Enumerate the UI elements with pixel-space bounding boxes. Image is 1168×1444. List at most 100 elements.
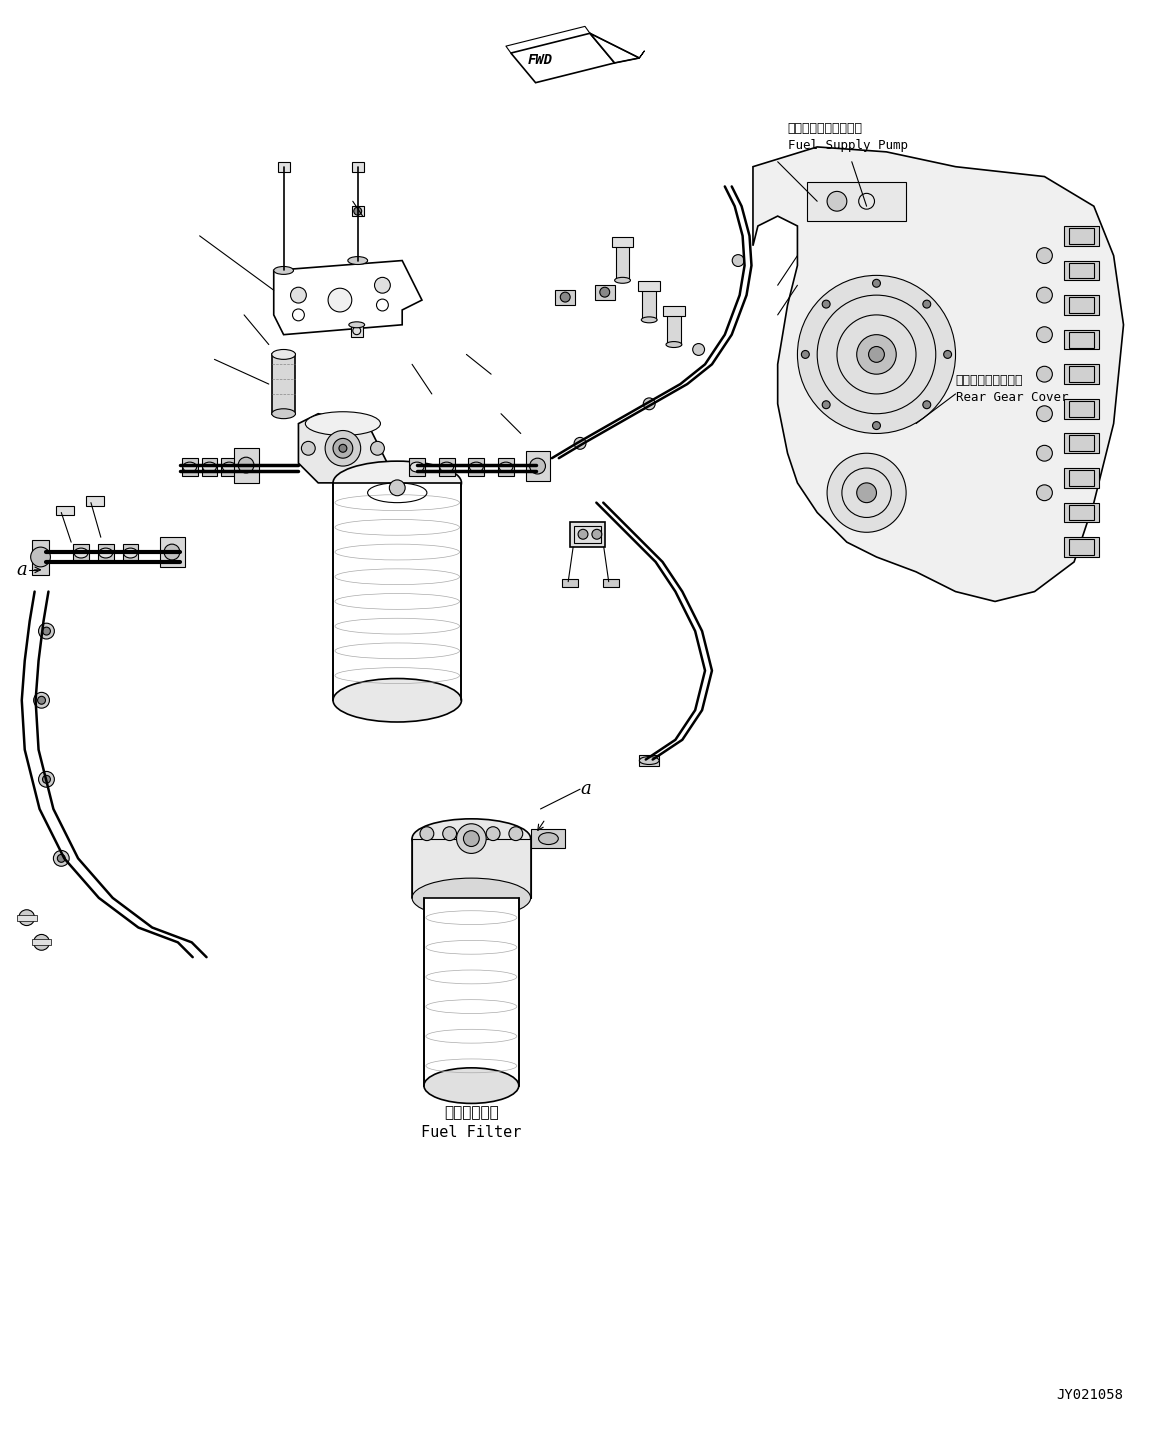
Bar bbox=[439, 458, 454, 477]
Ellipse shape bbox=[222, 462, 236, 472]
Polygon shape bbox=[299, 414, 388, 482]
Circle shape bbox=[561, 292, 570, 302]
Bar bbox=[807, 182, 906, 221]
Circle shape bbox=[801, 351, 809, 358]
Ellipse shape bbox=[183, 462, 196, 472]
Bar bbox=[1069, 332, 1094, 348]
Bar bbox=[202, 458, 217, 477]
Circle shape bbox=[592, 530, 602, 539]
Bar bbox=[1064, 399, 1099, 419]
Circle shape bbox=[923, 401, 931, 409]
Bar bbox=[562, 579, 578, 586]
Text: a: a bbox=[580, 780, 591, 799]
Bar bbox=[1069, 504, 1094, 520]
Bar bbox=[1064, 225, 1099, 245]
Bar bbox=[603, 579, 619, 586]
Circle shape bbox=[39, 624, 55, 640]
Circle shape bbox=[354, 206, 362, 215]
Bar bbox=[595, 286, 614, 300]
Ellipse shape bbox=[74, 549, 88, 557]
Bar bbox=[616, 241, 630, 280]
Text: フェルサプライポンプ: フェルサプライポンプ bbox=[787, 123, 862, 136]
Circle shape bbox=[57, 855, 65, 862]
Bar bbox=[530, 829, 565, 849]
Circle shape bbox=[54, 851, 69, 866]
Bar bbox=[123, 544, 138, 562]
Circle shape bbox=[944, 351, 952, 358]
Ellipse shape bbox=[499, 462, 513, 472]
Bar bbox=[1064, 295, 1099, 315]
Polygon shape bbox=[590, 33, 639, 64]
Bar bbox=[570, 523, 605, 547]
Ellipse shape bbox=[538, 833, 558, 845]
Ellipse shape bbox=[349, 322, 364, 328]
Bar bbox=[1064, 468, 1099, 488]
Bar bbox=[98, 544, 113, 562]
Circle shape bbox=[509, 827, 523, 840]
Ellipse shape bbox=[639, 757, 659, 764]
Circle shape bbox=[464, 830, 479, 846]
Circle shape bbox=[1036, 367, 1052, 383]
Circle shape bbox=[370, 442, 384, 455]
Bar bbox=[575, 527, 600, 543]
Circle shape bbox=[600, 287, 610, 297]
Ellipse shape bbox=[333, 679, 461, 722]
Bar bbox=[642, 286, 656, 319]
Bar bbox=[612, 237, 633, 247]
Bar bbox=[272, 354, 296, 414]
Circle shape bbox=[1036, 326, 1052, 342]
Circle shape bbox=[457, 823, 486, 853]
Ellipse shape bbox=[410, 462, 424, 472]
Circle shape bbox=[872, 422, 881, 429]
Text: 燃料フィルタ: 燃料フィルタ bbox=[444, 1106, 499, 1121]
Circle shape bbox=[333, 439, 353, 458]
Circle shape bbox=[486, 827, 500, 840]
Circle shape bbox=[923, 300, 931, 308]
Bar bbox=[350, 325, 362, 336]
Circle shape bbox=[644, 399, 655, 410]
Ellipse shape bbox=[470, 462, 484, 472]
Circle shape bbox=[238, 458, 253, 474]
Circle shape bbox=[37, 696, 46, 705]
Ellipse shape bbox=[305, 412, 381, 436]
Circle shape bbox=[693, 344, 704, 355]
Bar bbox=[74, 544, 89, 562]
Ellipse shape bbox=[202, 462, 216, 472]
Circle shape bbox=[856, 482, 876, 503]
Circle shape bbox=[1036, 248, 1052, 263]
Circle shape bbox=[30, 547, 50, 567]
Polygon shape bbox=[412, 839, 530, 898]
Bar bbox=[1069, 436, 1094, 452]
Ellipse shape bbox=[424, 1069, 519, 1103]
Bar bbox=[1064, 364, 1099, 384]
Circle shape bbox=[325, 430, 361, 466]
Circle shape bbox=[375, 277, 390, 293]
Circle shape bbox=[575, 438, 586, 449]
Text: FWD: FWD bbox=[528, 53, 554, 66]
Ellipse shape bbox=[412, 878, 530, 917]
Ellipse shape bbox=[439, 462, 453, 472]
Ellipse shape bbox=[124, 549, 138, 557]
Bar bbox=[409, 458, 425, 477]
Circle shape bbox=[328, 289, 352, 312]
Circle shape bbox=[827, 453, 906, 533]
Circle shape bbox=[798, 276, 955, 433]
Ellipse shape bbox=[641, 316, 658, 323]
Bar bbox=[160, 537, 185, 567]
Polygon shape bbox=[273, 260, 422, 335]
Bar bbox=[639, 755, 659, 767]
Circle shape bbox=[42, 627, 50, 635]
Circle shape bbox=[164, 544, 180, 560]
Bar bbox=[235, 448, 259, 482]
Bar bbox=[468, 458, 485, 477]
Circle shape bbox=[34, 692, 49, 708]
Ellipse shape bbox=[412, 819, 530, 858]
Bar bbox=[526, 452, 550, 481]
Bar bbox=[1064, 503, 1099, 523]
Bar bbox=[663, 306, 684, 316]
Bar bbox=[667, 310, 681, 345]
Ellipse shape bbox=[272, 409, 296, 419]
Circle shape bbox=[1036, 485, 1052, 501]
Ellipse shape bbox=[666, 342, 682, 348]
Bar bbox=[1069, 367, 1094, 383]
